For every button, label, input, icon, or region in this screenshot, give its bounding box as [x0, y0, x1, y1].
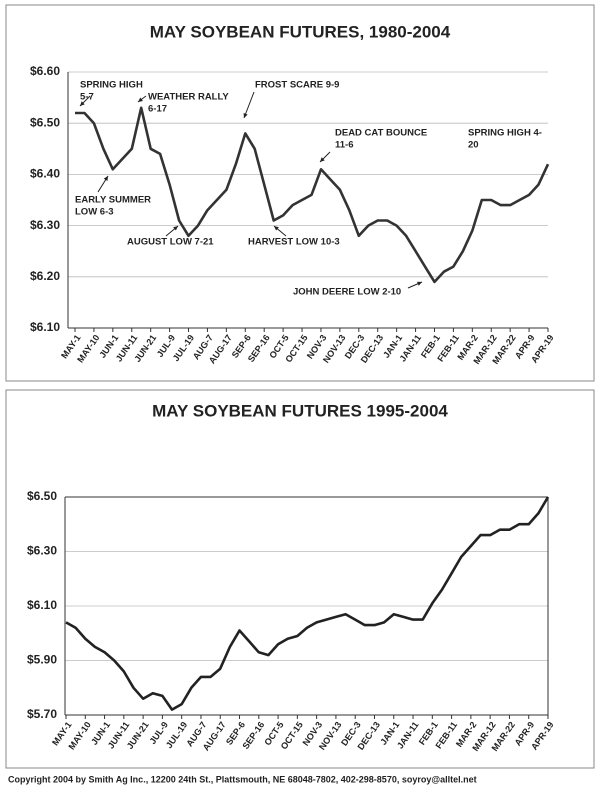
annotation: WEATHER RALLY	[148, 92, 229, 103]
arrow-head	[80, 101, 85, 106]
arrow-head	[274, 226, 279, 231]
y-tick-label: $6.20	[30, 269, 60, 283]
y-tick-label: $6.10	[27, 598, 57, 612]
annotation: 20	[468, 140, 479, 151]
y-tick-label: $6.50	[27, 489, 57, 503]
annotation: HARVEST LOW 10-3	[248, 237, 340, 248]
annotation: JOHN DEERE LOW 2-10	[293, 287, 401, 298]
chart-frame	[5, 389, 595, 769]
arrow-head	[320, 157, 325, 162]
price-line	[65, 496, 550, 711]
y-tick-label: $6.30	[27, 544, 57, 558]
arrow-head	[173, 226, 178, 231]
annotation: DEAD CAT BOUNCE	[335, 128, 427, 139]
chart-title: MAY SOYBEAN FUTURES, 1980-2004	[150, 22, 451, 41]
annotation: 11-6	[335, 140, 354, 151]
annotation: FROST SCARE 9-9	[255, 80, 339, 91]
y-tick-label: $5.70	[27, 707, 57, 721]
annotation-arrow	[243, 91, 255, 119]
footer: Copyright 2004 by Smith Ag Inc., 12200 2…	[8, 774, 477, 784]
annotation: AUGUST LOW 7-21	[127, 237, 214, 248]
arrow-head	[243, 113, 248, 118]
chart-title: MAY SOYBEAN FUTURES 1995-2004	[152, 401, 448, 420]
y-tick-label: $6.60	[30, 64, 60, 78]
arrow-head	[417, 281, 422, 286]
y-tick-label: $6.30	[30, 218, 60, 232]
annotation: SPRING HIGH 4-	[468, 128, 542, 139]
annotation: 5-7	[80, 92, 94, 103]
annotation: 6-17	[148, 104, 167, 115]
y-tick-label: $5.90	[27, 653, 57, 667]
chart-frame	[5, 4, 595, 382]
annotation: LOW 6-3	[75, 207, 114, 218]
arrow-head	[103, 176, 108, 181]
y-tick-label: $6.50	[30, 115, 60, 129]
y-tick-label: $6.40	[30, 167, 60, 181]
price-line	[75, 106, 550, 284]
arrow-head	[138, 97, 143, 102]
annotation: SPRING HIGH	[80, 80, 143, 91]
annotation: EARLY SUMMER	[75, 195, 151, 206]
y-tick-label: $6.10	[30, 320, 60, 334]
